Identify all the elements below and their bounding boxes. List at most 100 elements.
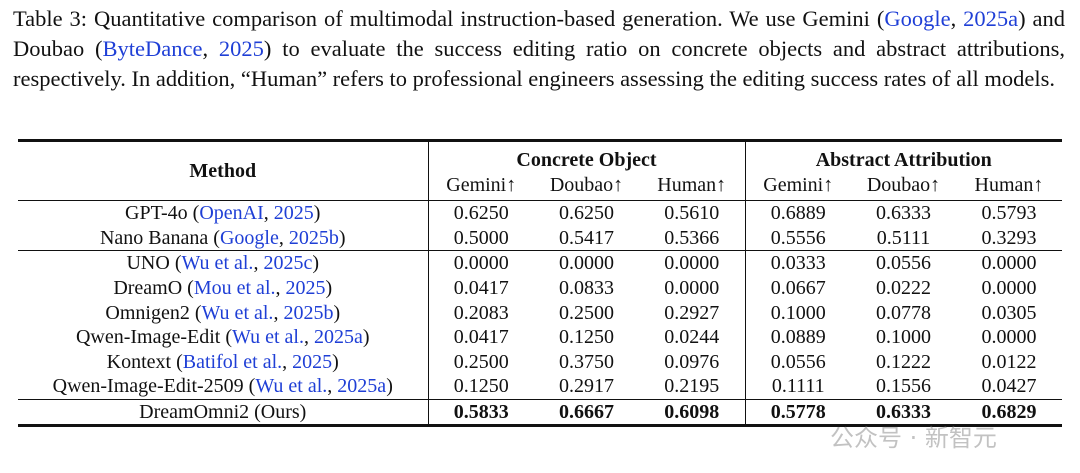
text-span: ) (333, 301, 341, 324)
value-cell: 0.5417 (559, 226, 614, 249)
method-cell: UNO (Wu et al., 2025c) (18, 251, 428, 276)
text-span: ) to evaluate the success editing ratio … (13, 36, 1066, 91)
value-cell: 0.0556 (876, 252, 931, 275)
value-cell: 0.6250 (427, 200, 534, 226)
citation: ByteDance (102, 36, 203, 61)
column-header: Gemini↑ (427, 174, 534, 201)
text-span: GPT-4o ( (125, 202, 200, 225)
text-span: , (303, 326, 314, 349)
value-cell: 0.0889 (744, 324, 851, 350)
value-cell: 0.6889 (744, 200, 851, 226)
value-cell: 0.2917 (559, 375, 614, 398)
group-header: Concrete Object (427, 140, 745, 174)
text-span: , (278, 226, 289, 249)
value-cell: 0.0000 (664, 252, 720, 275)
value-cell: 0.0000 (427, 250, 534, 276)
text-span: ) (362, 326, 370, 349)
text-span: Qwen-Image-Edit-2509 ( (52, 375, 256, 398)
column-header: Doubao↑ (549, 174, 624, 196)
value-cell: 0.0333 (744, 250, 851, 276)
value-cell: 0.0000 (981, 252, 1037, 275)
text-span: Nano Banana ( (99, 226, 220, 249)
value-cell: 0.6667 (559, 401, 614, 424)
text-span: Table 3: Quantitative comparison of mult… (13, 6, 885, 31)
citation: Wu et al. (232, 326, 304, 349)
value-cell: 0.2500 (427, 349, 534, 375)
text-span: , (950, 6, 964, 31)
text-span: , (253, 252, 264, 275)
value-cell: 0.0976 (664, 350, 720, 373)
value-cell: 0.5556 (744, 225, 851, 251)
value-cell: 0.3293 (981, 226, 1037, 249)
method-cell: DreamO (Mou et al., 2025) (18, 276, 428, 301)
citation: 2025b (283, 301, 334, 324)
value-cell: 0.1250 (427, 374, 534, 400)
value-cell: 0.0417 (427, 324, 534, 350)
citation: Wu et al. (181, 252, 254, 275)
table-section: DreamOmni2 (Ours) 0.5833 0.6667 0.6098 0.577… (18, 399, 1062, 426)
text-span: ) (338, 226, 346, 249)
value-cell: 0.0122 (981, 350, 1037, 373)
citation: 2025 (218, 36, 264, 61)
value-cell: 0.1000 (744, 300, 851, 325)
value-cell: 0.5111 (876, 226, 931, 249)
citation: 2025 (285, 277, 326, 300)
table-section: UNO (Wu et al., 2025c) 0.0000 0.0000 0.0000… (18, 250, 1062, 400)
text-span: Omnigen2 ( (105, 301, 202, 324)
group-header: Abstract Attribution (744, 140, 1062, 174)
text-span: Kontext ( (106, 350, 183, 373)
value-cell: 0.0417 (427, 275, 534, 301)
citation: Mou et al. (193, 277, 276, 300)
column-header: Human↑ (974, 174, 1044, 196)
value-cell: 0.0427 (981, 375, 1037, 398)
citation: 2025a (963, 6, 1019, 31)
table-row: Omnigen2 (Wu et al., 2025b) 0.2083 0.2500 0… (18, 300, 1062, 325)
value-cell: 0.5778 (744, 399, 851, 426)
citation: Wu et al. (201, 301, 274, 324)
method-cell: Qwen-Image-Edit-2509 (Wu et al., 2025a) (18, 374, 428, 399)
value-cell: 0.0000 (664, 277, 720, 300)
citation: Google (219, 226, 279, 249)
value-cell: 0.1250 (559, 326, 614, 349)
value-cell: 0.6098 (664, 401, 720, 424)
table-row: Qwen-Image-Edit (Wu et al., 2025a) 0.0417… (18, 324, 1062, 350)
text-span: ) (325, 277, 333, 300)
citation: 2025a (337, 375, 387, 398)
header-row: Method Concrete Object Abstract Attributio… (18, 140, 1062, 182)
value-cell: 0.3750 (559, 350, 614, 373)
text-span: ) (312, 252, 319, 275)
text-span: ) (313, 202, 321, 225)
value-cell: 0.5000 (427, 225, 534, 251)
value-cell: 0.5833 (427, 399, 534, 426)
table-row: Qwen-Image-Edit-2509 (Wu et al., 2025a) 0… (18, 374, 1062, 400)
value-cell: 0.1000 (876, 326, 931, 349)
header-cell: Method (189, 159, 257, 182)
value-cell: 0.2500 (559, 301, 614, 324)
value-cell: 0.0222 (876, 277, 931, 300)
text-span: , (327, 375, 338, 398)
table-row: DreamOmni2 (Ours) 0.5833 0.6667 0.6098 0.577… (18, 399, 1062, 426)
value-cell: 0.2927 (664, 301, 720, 324)
watermark: 公众号 · 新智元 (830, 424, 997, 452)
text-span: , (202, 36, 219, 61)
table-row: UNO (Wu et al., 2025c) 0.0000 0.0000 0.0000… (18, 250, 1062, 276)
citation: 2025c (263, 252, 313, 275)
method-cell: Qwen-Image-Edit (Wu et al., 2025a) (18, 325, 428, 350)
value-cell: 0.2195 (664, 375, 720, 398)
results-table: Method Concrete Object Abstract Attributio… (18, 139, 1062, 428)
value-cell: 0.1111 (744, 374, 851, 400)
value-cell: 0.1222 (876, 350, 931, 373)
value-cell: 0.0778 (876, 301, 931, 324)
text-span: ) (332, 350, 339, 373)
citation: 2025 (292, 350, 333, 373)
table-header: Method Concrete Object Abstract Attributio… (18, 140, 1062, 201)
text-span: ) (386, 375, 393, 398)
value-cell: 0.5610 (664, 202, 720, 225)
table-row: DreamO (Mou et al., 2025) 0.0417 0.0833 0.0… (18, 275, 1062, 301)
table-row: Kontext (Batifol et al., 2025) 0.2500 0.37… (18, 349, 1062, 375)
value-cell: 0.0833 (559, 277, 614, 300)
method-cell: Omnigen2 (Wu et al., 2025b) (18, 300, 428, 325)
table-caption: Table 3: Quantitative comparison of mult… (13, 4, 1065, 94)
citation: 2025b (288, 226, 339, 249)
text-span: , (282, 350, 293, 373)
